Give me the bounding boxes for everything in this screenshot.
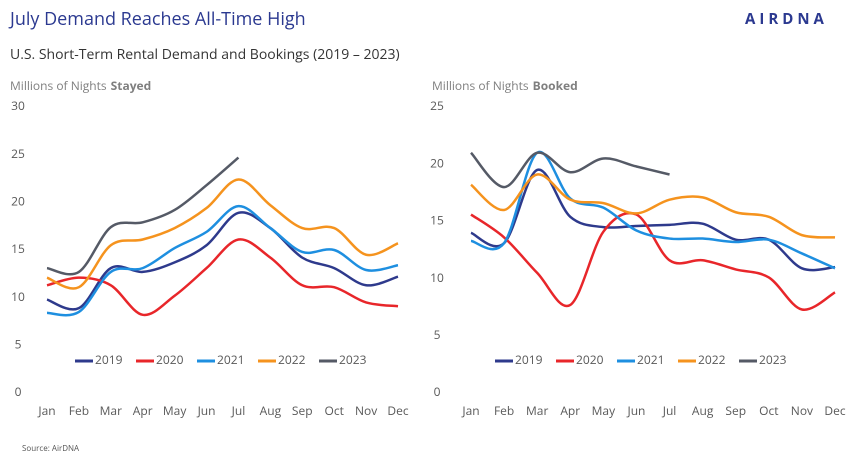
y-axis-label: Millions of Nights Stayed <box>10 77 151 94</box>
x-tick-label: Mar <box>100 402 122 419</box>
y-tick-label: 20 <box>11 193 25 210</box>
legend-label: 2022 <box>698 351 726 368</box>
x-tick-label: Apr <box>560 402 580 419</box>
x-tick-label: Dec <box>824 402 845 419</box>
y-tick-label: 5 <box>15 336 22 353</box>
series-line <box>46 178 399 290</box>
y-tick-label: 20 <box>430 154 444 171</box>
y-tick-label: 10 <box>430 269 444 286</box>
x-tick-label: Aug <box>692 402 714 419</box>
legend-label: 2022 <box>278 351 306 368</box>
y-tick-label: 15 <box>11 240 25 257</box>
series-line <box>46 211 399 311</box>
y-axis-label: Millions of Nights Booked <box>432 77 578 94</box>
x-tick-label: May <box>592 402 616 419</box>
logo: AIRDNA <box>745 9 828 29</box>
y-tick-label: 25 <box>11 145 25 162</box>
series-line <box>470 150 836 270</box>
x-tick-label: Jul <box>662 402 677 419</box>
x-tick-label: Oct <box>325 402 344 419</box>
y-tick-label: 15 <box>430 212 444 229</box>
y-tick-label: 30 <box>11 97 25 114</box>
x-tick-label: Jan <box>461 402 479 419</box>
legend-label: 2023 <box>759 351 787 368</box>
y-axis-label-text: Millions of Nights <box>432 77 529 94</box>
title: July Demand Reaches All-Time High <box>8 7 306 31</box>
subtitle: U.S. Short-Term Rental Demand and Bookin… <box>10 45 400 64</box>
x-tick-label: Sep <box>292 402 313 419</box>
legend-label: 2023 <box>339 351 367 368</box>
y-axis-label-emphasis: Stayed <box>111 77 152 94</box>
x-tick-label: Nov <box>355 402 377 419</box>
x-tick-label: May <box>163 402 187 419</box>
x-tick-label: Oct <box>759 402 778 419</box>
x-tick-label: Dec <box>387 402 408 419</box>
legend-label: 2019 <box>515 351 543 368</box>
series-line <box>46 156 240 276</box>
y-tick-label: 0 <box>15 383 22 400</box>
series-line <box>470 211 836 311</box>
legend-label: 2020 <box>576 351 604 368</box>
series-line <box>46 238 399 317</box>
y-axis-label-text: Millions of Nights <box>10 77 107 94</box>
x-tick-label: Feb <box>69 402 89 419</box>
legend-label: 2021 <box>217 351 244 368</box>
y-tick-label: 10 <box>11 288 25 305</box>
y-axis-label-emphasis: Booked <box>533 77 578 94</box>
x-tick-label: Jul <box>231 402 246 419</box>
x-tick-label: Jan <box>37 402 55 419</box>
y-tick-label: 0 <box>434 383 441 400</box>
series-line <box>46 204 399 317</box>
legend-label: 2021 <box>637 351 664 368</box>
x-tick-label: Jun <box>197 402 216 419</box>
legend-label: 2019 <box>95 351 123 368</box>
series-line <box>470 151 670 189</box>
source: Source: AirDNA <box>22 443 80 454</box>
y-tick-label: 5 <box>434 326 441 343</box>
x-tick-label: Mar <box>526 402 548 419</box>
y-tick-label: 25 <box>430 97 444 114</box>
x-tick-label: Aug <box>260 402 282 419</box>
series-line <box>470 173 836 239</box>
x-tick-label: Jun <box>626 402 645 419</box>
x-tick-label: Nov <box>791 402 813 419</box>
x-tick-label: Feb <box>494 402 514 419</box>
x-tick-label: Sep <box>725 402 746 419</box>
x-tick-label: Apr <box>133 402 153 419</box>
legend-label: 2020 <box>156 351 184 368</box>
